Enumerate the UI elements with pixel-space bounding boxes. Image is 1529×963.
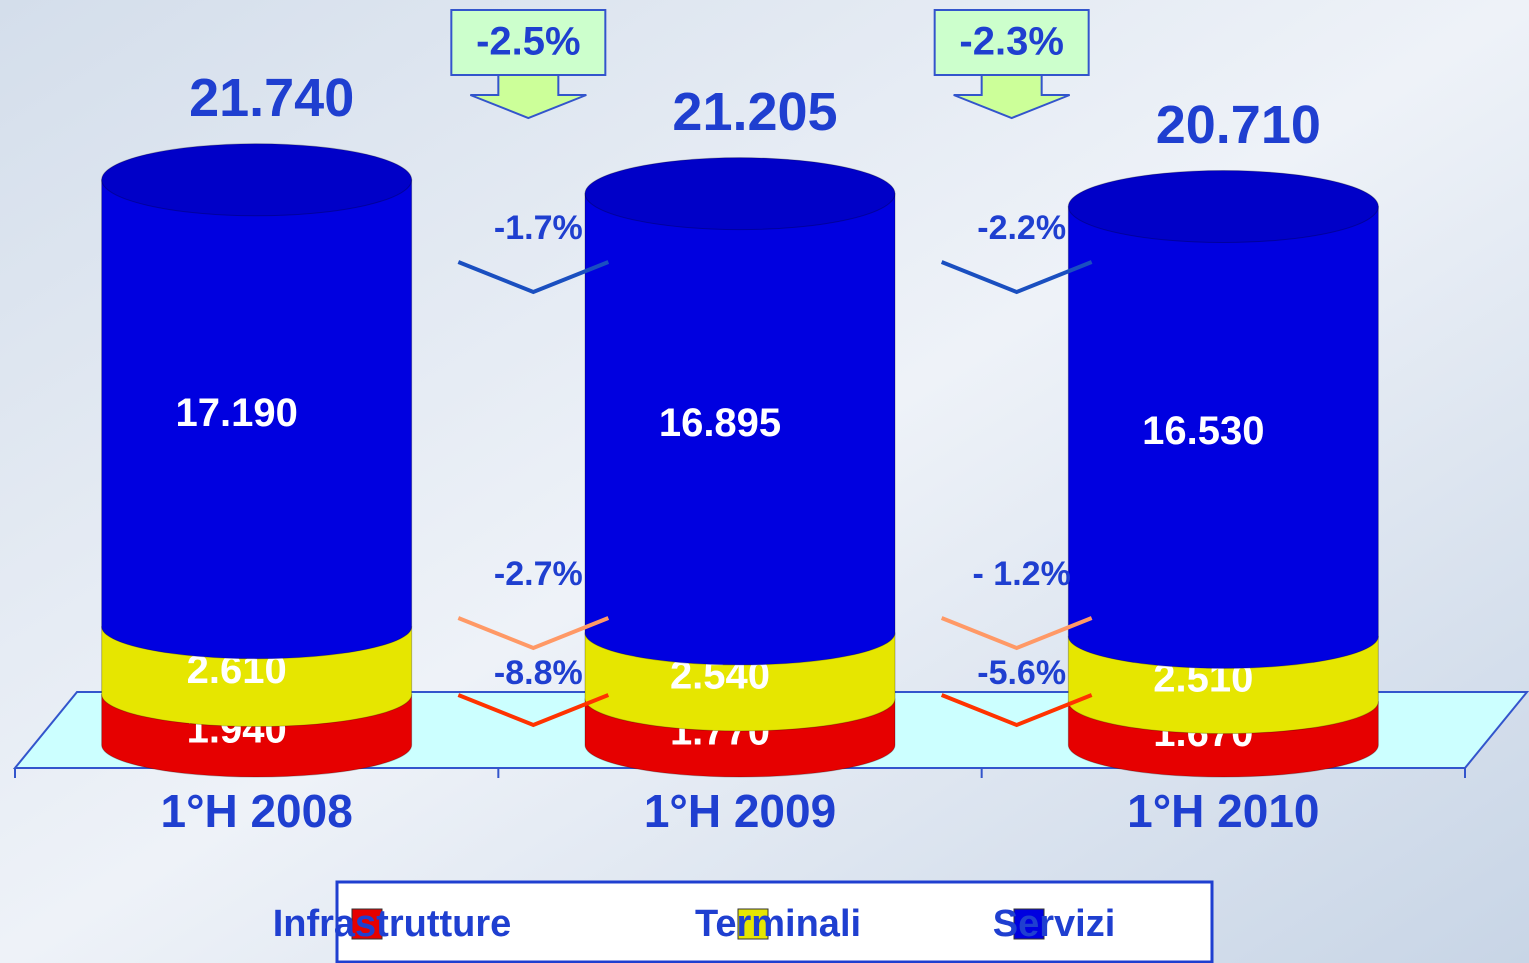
segment-label: 16.895 [659,401,781,445]
change-marker [940,693,1093,728]
change-marker [457,693,610,728]
legend-label: Infrastrutture [273,903,512,945]
total-change-label: -2.5% [476,20,581,64]
change-box [450,9,607,76]
change-label: -1.7% [494,209,583,247]
total-change-label: -2.3% [959,20,1064,64]
cylinder-segment [1067,206,1379,669]
change-label: -5.6% [977,654,1066,692]
segment-label: 17.190 [175,391,297,435]
change-label: -2.7% [494,555,583,593]
x-tick-label: 1°H 2010 [1127,785,1319,837]
change-marker [457,260,610,295]
total-label: 20.710 [1156,95,1321,155]
legend-label: Servizi [993,903,1116,945]
change-box [933,9,1090,76]
change-label: - 1.2% [973,555,1071,593]
change-label: -8.8% [494,654,583,692]
x-tick-label: 1°H 2009 [644,785,836,837]
total-label: 21.740 [189,68,354,128]
legend [335,880,1214,963]
cylinder-top [584,157,896,231]
cylinder-top [1067,170,1379,244]
cylinder-segment [584,193,896,666]
change-marker [940,260,1093,295]
change-arrow [953,74,1071,120]
cylinder-segment [101,179,413,660]
legend-swatch [1013,908,1045,940]
cylinder-top [101,143,413,217]
x-tick-label: 1°H 2008 [161,785,353,837]
legend-swatch [737,908,769,940]
change-label: -2.2% [977,209,1066,247]
change-marker [940,616,1093,651]
total-label: 21.205 [672,82,837,142]
change-marker [457,616,610,651]
change-arrow [469,74,587,120]
segment-label: 16.530 [1142,409,1264,453]
legend-swatch [351,908,383,940]
legend-label: Terminali [695,903,861,945]
